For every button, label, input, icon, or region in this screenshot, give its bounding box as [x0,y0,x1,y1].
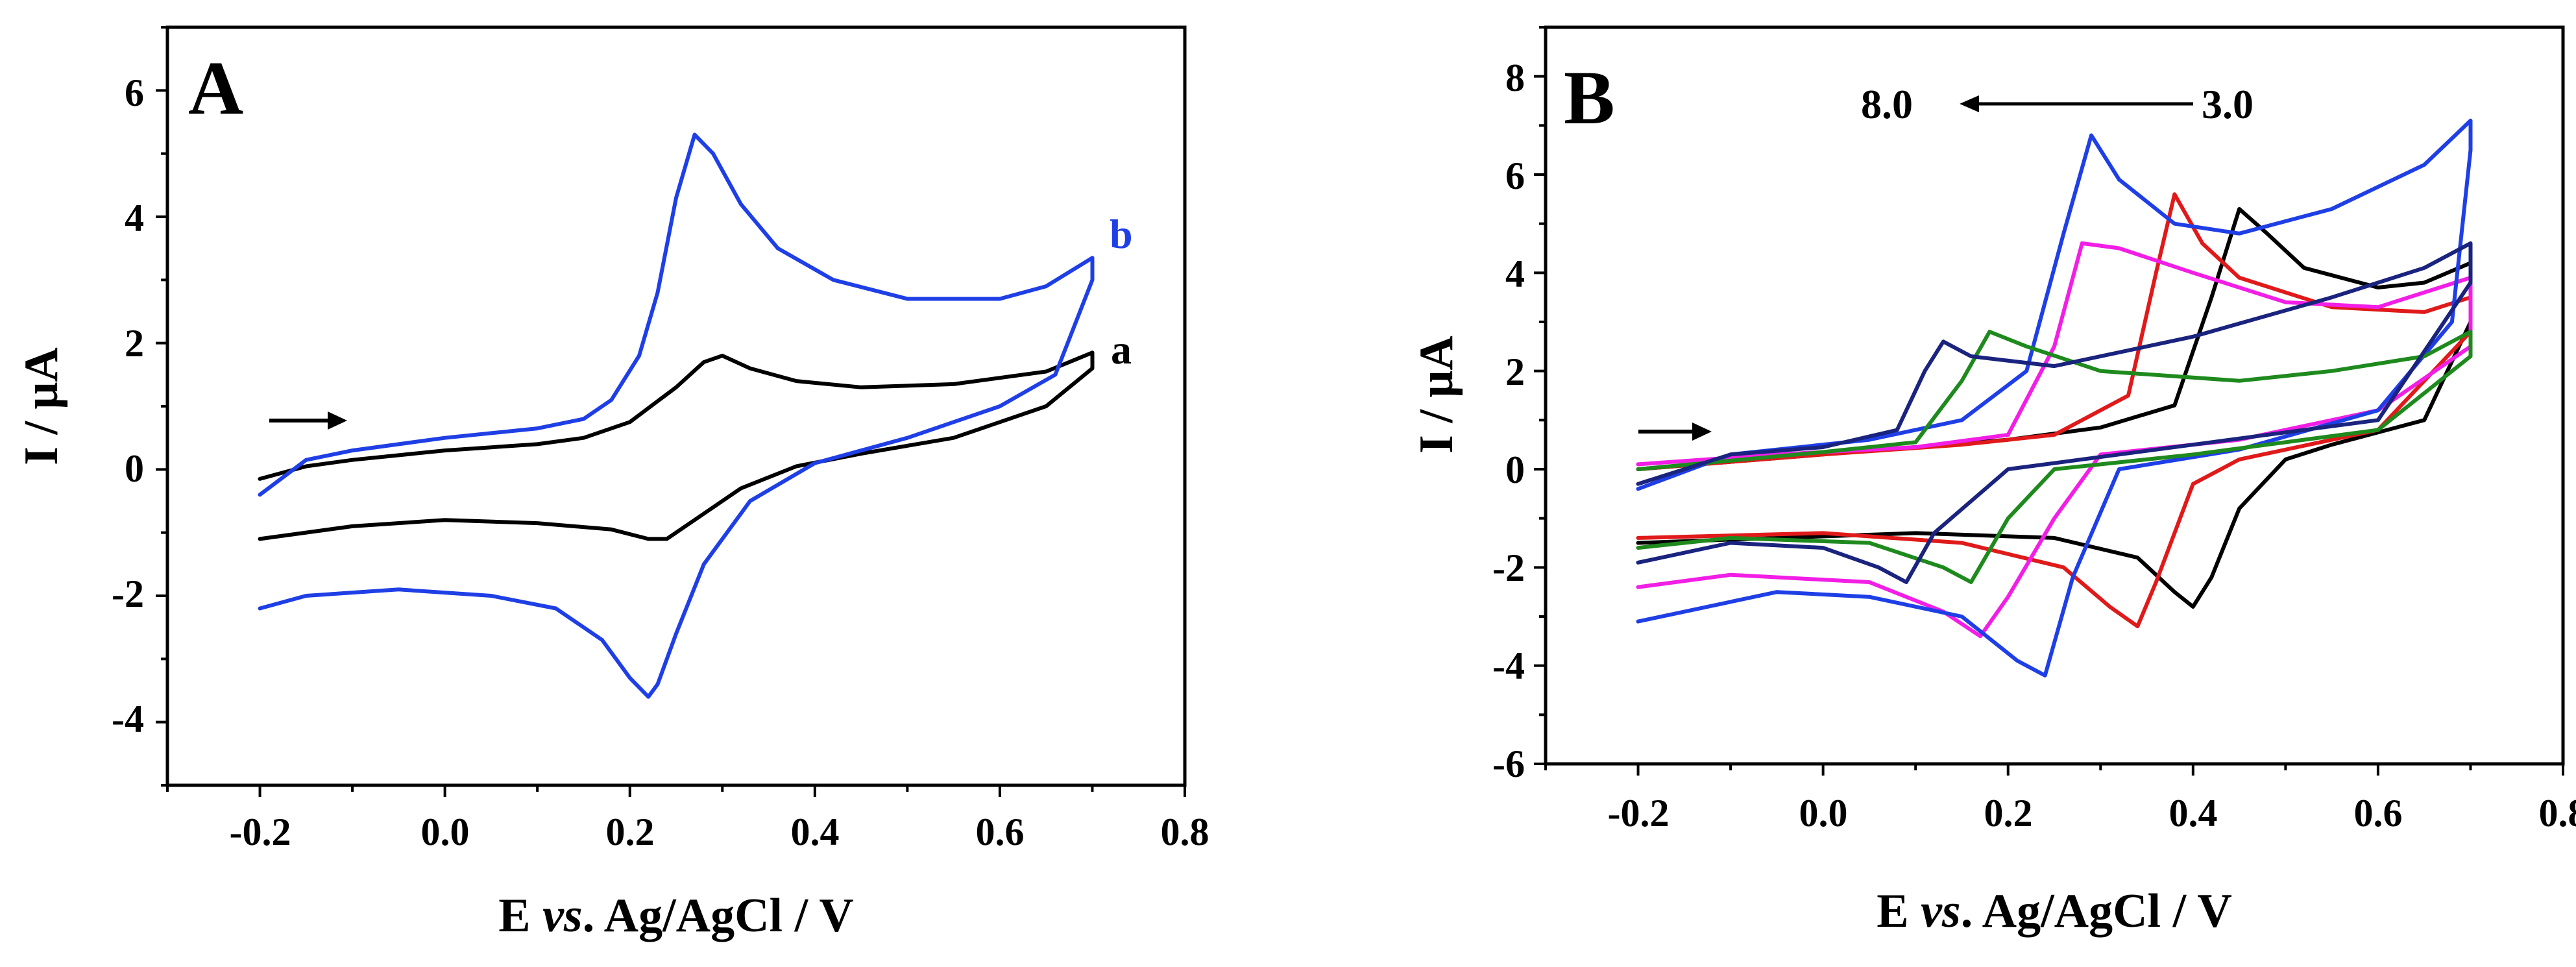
panel-a-y-ticks [156,26,167,787]
panel-a-x-tick-label: -0.2 [230,811,291,853]
panel-b-y-tick-label: -4 [1492,644,1525,687]
panel-b-series-ph8-curve [1636,241,2473,584]
panel-b-series-ph5-curve [1636,241,2473,639]
panel-a-y-tick-label: 6 [125,71,144,114]
panel-a-scan-arrow [269,411,347,430]
panel-b-scan-arrow [1638,422,1712,441]
panel-b-annotation-ph-start: 3.0 [2202,81,2254,127]
panel-b-series-ph6-curve [1636,118,2473,678]
panel-a-y-tick-label: 4 [125,197,144,239]
panel-b-x-tick-label: 0.0 [1799,792,1848,835]
panel-a-y-tick-label: 2 [125,322,144,365]
panel-b-x-axis-label-italic: vs [1921,885,1961,938]
panel-a-curve-label-a: a [1111,326,1132,373]
panel-b-x-tick-label: -0.2 [1608,792,1670,835]
panel-b-x-ticks [1544,764,2564,776]
panel-a-x-tick-label: 0.4 [791,811,840,853]
panel-b-annotation-ph-end: 8.0 [1861,81,1913,127]
panel-a-series [258,132,1095,699]
panel-a-y-tick-label: -2 [112,572,144,615]
panel-a-y-axis-label: I / μA [15,347,68,465]
panel-a-x-axis-label: E vs. Ag/AgCl / V [498,889,854,942]
panel-a: -0.2 0.0 0.2 0.4 0.6 0.8 -4 -2 0 2 4 6 E… [15,25,1209,942]
panel-b-x-axis-label-part: . Ag/AgCl / V [1961,885,2232,938]
panel-b-plot-frame [1544,25,2565,766]
panel-a-x-ticks [166,785,1186,797]
panel-b-x-tick-label: 0.4 [2169,792,2218,835]
panel-b-x-tick-label: 0.2 [1984,792,2033,835]
panel-b-x-tick-label: 0.6 [2354,792,2403,835]
panel-b-series-ph7-curve [1636,330,2473,584]
panel-b-y-tick-label: -6 [1492,742,1525,785]
panel-a-x-axis-label-part: . Ag/AgCl / V [583,889,854,942]
panel-b-y-axis-label: I / μA [1410,336,1463,454]
panel-a-letter: A [188,45,243,130]
panel-a-x-tick-label: 0.6 [976,811,1025,853]
panel-b: -0.2 0.0 0.2 0.4 0.6 0.8 -6 -4 -2 0 2 4 … [1410,25,2576,938]
panel-b-series-ph4-curve [1636,192,2473,629]
panel-b-y-tick-label: 6 [1505,154,1525,197]
panel-a-y-tick-label: -4 [112,698,144,741]
panel-a-plot-frame [165,25,1187,787]
panel-b-y-tick-label: -2 [1492,546,1525,589]
panel-a-x-tick-label: 0.8 [1161,811,1209,853]
panel-b-y-tick-label: 2 [1505,350,1525,393]
panel-b-x-axis-label: E vs. Ag/AgCl / V [1877,885,2232,938]
panel-a-series-b-curve [258,132,1095,699]
panel-a-x-axis-label-part: E [498,889,542,942]
panel-b-y-tick-label: 0 [1505,448,1525,491]
panel-b-x-axis-label-part: E [1877,885,1921,938]
panel-b-y-ticks [1534,26,1546,765]
panel-a-curve-label-b: b [1110,211,1133,257]
panel-a-y-tick-label: 0 [125,447,144,490]
panel-a-x-axis-label-italic: vs [542,889,583,942]
panel-a-series-a-curve [258,350,1095,541]
panel-b-series [1636,118,2473,678]
panel-b-y-tick-label: 8 [1505,56,1525,99]
panel-b-ph-arrow [1960,95,2193,112]
panel-a-x-tick-label: 0.0 [421,811,470,853]
panel-b-y-tick-label: 4 [1505,252,1525,295]
panel-a-x-tick-label: 0.2 [606,811,655,853]
panel-b-letter: B [1564,55,1615,140]
panel-b-x-tick-label: 0.8 [2539,792,2576,835]
